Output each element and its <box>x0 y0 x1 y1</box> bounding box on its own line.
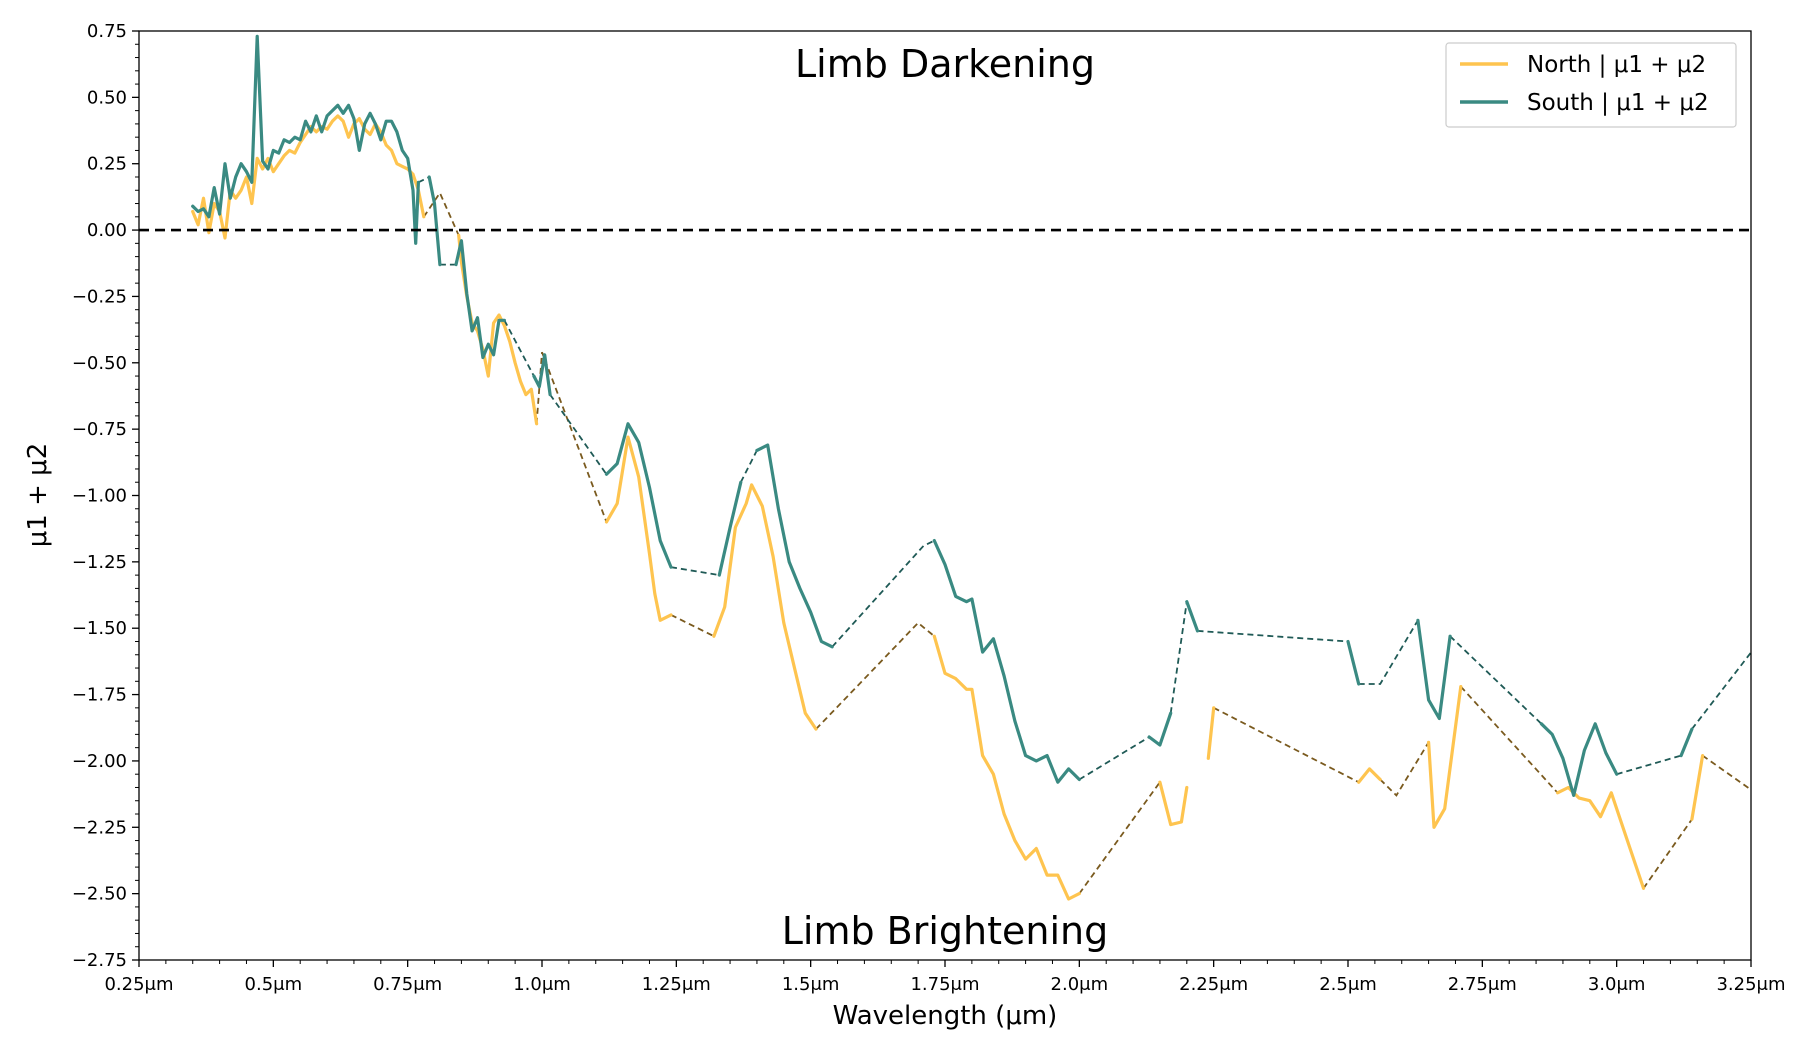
x-tick-label: 2.75μm <box>1448 974 1517 995</box>
y-tick-label: −0.50 <box>72 353 127 374</box>
series-south-gap-line <box>739 449 758 483</box>
series-north-gap-line <box>815 621 935 730</box>
series-north-line <box>1690 753 1705 821</box>
y-axis-label: μ1 + μ2 <box>23 443 53 547</box>
series-south-line <box>1185 600 1200 633</box>
series-south-line <box>454 239 506 360</box>
legend-label-north: North | μ1 + μ2 <box>1527 52 1706 78</box>
x-tick-label: 2.25μm <box>1179 974 1248 995</box>
series-south-line <box>717 480 743 577</box>
series-south-gap-line <box>670 566 720 576</box>
series-south-line <box>755 443 834 649</box>
series-south-line <box>191 34 420 245</box>
series-south-line <box>1539 722 1619 798</box>
y-tick-label: −1.50 <box>72 618 127 639</box>
series-north-gap-line <box>1702 754 1751 791</box>
series-north-line <box>1206 706 1216 760</box>
series-north-line <box>604 435 673 622</box>
series-south-line <box>932 538 1081 784</box>
series-south-line <box>1416 618 1452 721</box>
legend: North | μ1 + μ2 South | μ1 + μ2 <box>1445 42 1737 128</box>
y-tick-label: 0.00 <box>87 220 127 241</box>
series-north-line <box>1555 785 1646 890</box>
series-north-gap-line <box>535 351 608 523</box>
x-ticks: 0.25μm 0.5μm 0.75μm 1.0μm 1.25μm 1.5μm 1.75μm 2… <box>104 960 1786 995</box>
x-tick-label: 1.0μm <box>513 974 571 995</box>
legend-label-south: South | μ1 + μ2 <box>1527 90 1709 116</box>
x-axis-label: Wavelength (μm) <box>833 1001 1058 1031</box>
series-south-line <box>1679 727 1694 758</box>
annotation-limb-darkening: Limb Darkening <box>795 42 1095 86</box>
x-tick-label: 3.0μm <box>1588 974 1646 995</box>
x-tick-label: 0.25μm <box>104 974 173 995</box>
y-tick-label: −0.25 <box>72 286 127 307</box>
series-south-gap-line <box>1197 630 1349 643</box>
y-tick-label: −2.25 <box>72 817 127 838</box>
x-tick-label: 3.25μm <box>1716 974 1785 995</box>
series-north-line <box>1357 767 1382 784</box>
series-south-gap-line <box>831 539 935 648</box>
y-tick-label: −0.75 <box>72 419 127 440</box>
y-tick-label: −2.50 <box>72 884 127 905</box>
legend-box <box>1445 42 1737 128</box>
x-tick-label: 1.75μm <box>910 974 979 995</box>
y-tick-label: −2.75 <box>72 950 127 971</box>
series-north-gap-line <box>1078 781 1161 895</box>
series-north-gap-line <box>1379 741 1430 797</box>
series-south-line <box>1147 711 1173 747</box>
series-south-line <box>604 422 673 569</box>
series-south-gap-line <box>1169 601 1188 714</box>
y-tick-label: −1.75 <box>72 685 127 706</box>
series-south-gap-line <box>1616 754 1682 776</box>
y-tick-label: 0.75 <box>87 21 127 42</box>
series-south-gap-line <box>1691 651 1751 730</box>
series-north-gap-line <box>1460 685 1559 794</box>
series-south-gap-line <box>1358 619 1419 685</box>
series-layer <box>191 34 1751 901</box>
y-ticks: 0.75 0.50 0.25 0.00 −0.25 −0.50 −0.75 −1.00 −1.2… <box>72 21 139 971</box>
series-north-gap-line <box>1642 818 1693 889</box>
series-south-gap-line <box>1078 736 1150 781</box>
series-north-gap-line <box>1213 706 1360 784</box>
x-tick-label: 0.75μm <box>373 974 442 995</box>
series-north-line <box>712 483 818 731</box>
series-south-gap-line <box>1449 635 1543 725</box>
series-south-gap-line <box>418 176 430 184</box>
annotation-limb-brightening: Limb Brightening <box>782 909 1109 953</box>
y-tick-label: −1.25 <box>72 552 127 573</box>
x-tick-label: 0.5μm <box>245 974 303 995</box>
x-tick-label: 2.0μm <box>1051 974 1109 995</box>
series-south-line <box>532 353 552 397</box>
series-north-line <box>1158 780 1189 827</box>
series-south-gap-line <box>549 394 608 475</box>
series-south-gap-line <box>503 319 535 377</box>
series-north-line <box>932 634 1081 901</box>
y-tick-label: 0.25 <box>87 154 127 175</box>
series-south-line <box>1346 639 1361 686</box>
series-north-line <box>1426 684 1463 829</box>
x-tick-label: 1.25μm <box>642 974 711 995</box>
x-tick-label: 2.5μm <box>1319 974 1377 995</box>
y-tick-label: −2.00 <box>72 751 127 772</box>
y-tick-label: −1.00 <box>72 486 127 507</box>
series-north-gap-line <box>670 614 715 638</box>
series-south-line <box>427 175 442 267</box>
y-tick-label: 0.50 <box>87 87 127 108</box>
x-tick-label: 1.5μm <box>782 974 840 995</box>
